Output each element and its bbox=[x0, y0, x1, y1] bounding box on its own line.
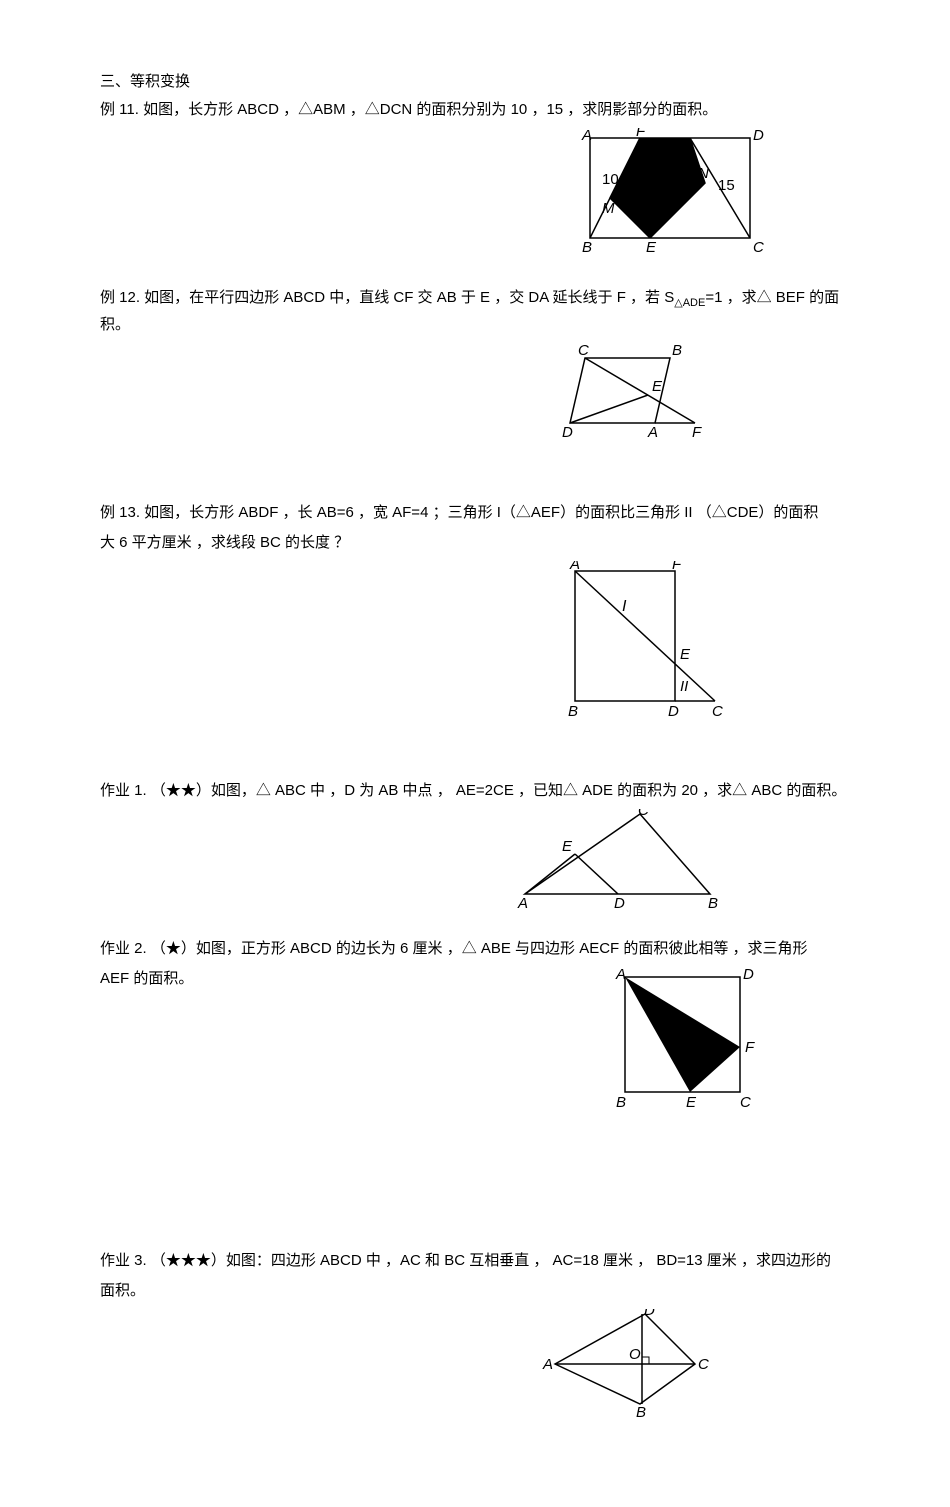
label-B: B bbox=[708, 895, 718, 909]
section-title: 三、等积变换 bbox=[100, 70, 850, 94]
label-F: F bbox=[692, 424, 702, 441]
label-C: C bbox=[740, 1094, 751, 1111]
label-A: A bbox=[647, 424, 658, 441]
label-D: D bbox=[644, 1309, 655, 1319]
label-15: 15 bbox=[718, 177, 735, 194]
figure-12-wrap: C B E D A F bbox=[100, 343, 850, 451]
label-B: B bbox=[616, 1094, 626, 1111]
homework-1-text: 作业 1. （★★）如图，△ ABC 中 ，D 为 AB 中点 ， AE=2CE… bbox=[100, 779, 850, 803]
spacer bbox=[100, 749, 850, 779]
figure-11: A F D 10 15 M N B E C bbox=[570, 128, 770, 258]
label-B: B bbox=[582, 239, 592, 256]
figure-hw1: C E A D B bbox=[510, 809, 730, 909]
label-D: D bbox=[668, 703, 679, 720]
p12-prefix: 例 12. 如图，在平行四边形 ABCD 中，直线 CF 交 AB 于 E ，交… bbox=[100, 289, 674, 306]
label-O: O bbox=[629, 1346, 641, 1363]
homework-3-line1: 作业 3. （★★★）如图：四边形 ABCD 中 ，AC 和 BC 互相垂直 ，… bbox=[100, 1249, 850, 1273]
label-B: B bbox=[636, 1404, 646, 1419]
label-E: E bbox=[686, 1094, 697, 1111]
homework-3: 作业 3. （★★★）如图：四边形 ABCD 中 ，AC 和 BC 互相垂直 ，… bbox=[100, 1249, 850, 1427]
figure-hw2-wrap: A D F B E C bbox=[610, 967, 850, 1125]
label-C: C bbox=[638, 809, 649, 819]
homework-1: 作业 1. （★★）如图，△ ABC 中 ，D 为 AB 中点 ， AE=2CE… bbox=[100, 779, 850, 917]
problem-12: 例 12. 如图，在平行四边形 ABCD 中，直线 CF 交 AB 于 E ，交… bbox=[100, 286, 850, 451]
problem-11-text: 例 11. 如图，长方形 ABCD ，△ABM ，△DCN 的面积分别为 10 … bbox=[100, 98, 850, 122]
label-A: A bbox=[517, 895, 528, 909]
homework-2-line2: AEF 的面积。 bbox=[100, 967, 610, 991]
label-A: A bbox=[569, 561, 580, 573]
figure-hw2: A D F B E C bbox=[610, 967, 760, 1117]
label-C: C bbox=[578, 343, 589, 359]
label-I: I bbox=[622, 598, 627, 615]
figure-13: A F I E II B D C bbox=[560, 561, 730, 721]
label-F: F bbox=[672, 561, 682, 573]
figure-13-wrap: A F I E II B D C bbox=[100, 561, 850, 729]
label-C: C bbox=[753, 239, 764, 256]
label-D: D bbox=[753, 128, 764, 144]
label-A: A bbox=[615, 967, 626, 983]
homework-2-line1: 作业 2. （★）如图，正方形 ABCD 的边长为 6 厘米 ，△ ABE 与四… bbox=[100, 937, 850, 961]
label-N: N bbox=[698, 165, 709, 182]
spacer bbox=[100, 471, 850, 501]
document-page: 三、等积变换 例 11. 如图，长方形 ABCD ，△ABM ，△DCN 的面积… bbox=[0, 0, 950, 1507]
label-B: B bbox=[568, 703, 578, 720]
label-F: F bbox=[745, 1039, 755, 1056]
figure-11-wrap: A F D 10 15 M N B E C bbox=[100, 128, 850, 266]
label-D: D bbox=[614, 895, 625, 909]
homework-2: 作业 2. （★）如图，正方形 ABCD 的边长为 6 厘米 ，△ ABE 与四… bbox=[100, 937, 850, 1125]
label-F: F bbox=[636, 128, 646, 140]
label-E: E bbox=[646, 239, 657, 256]
label-II: II bbox=[680, 678, 688, 695]
label-C: C bbox=[712, 703, 723, 720]
p12-sub: △ADE bbox=[674, 297, 705, 309]
label-A: A bbox=[581, 128, 592, 144]
figure-hw1-wrap: C E A D B bbox=[100, 809, 850, 917]
label-E: E bbox=[562, 838, 573, 855]
problem-13-line1: 例 13. 如图，长方形 ABDF ，长 AB=6 ，宽 AF=4 ；三角形 I… bbox=[100, 501, 850, 525]
label-D: D bbox=[743, 967, 754, 983]
problem-13: 例 13. 如图，长方形 ABDF ，长 AB=6 ，宽 AF=4 ；三角形 I… bbox=[100, 501, 850, 729]
label-E: E bbox=[652, 378, 663, 395]
label-B: B bbox=[672, 343, 682, 359]
label-A: A bbox=[542, 1356, 553, 1373]
problem-12-text: 例 12. 如图，在平行四边形 ABCD 中，直线 CF 交 AB 于 E ，交… bbox=[100, 286, 850, 337]
label-D: D bbox=[562, 424, 573, 441]
spacer bbox=[100, 1139, 850, 1249]
label-M: M bbox=[602, 200, 615, 217]
label-E: E bbox=[680, 646, 691, 663]
figure-12: C B E D A F bbox=[560, 343, 710, 443]
figure-hw3-wrap: D O A C B bbox=[100, 1309, 850, 1427]
problem-11: 例 11. 如图，长方形 ABCD ，△ABM ，△DCN 的面积分别为 10 … bbox=[100, 98, 850, 266]
homework-3-line2: 面积。 bbox=[100, 1279, 850, 1303]
figure-hw3: D O A C B bbox=[540, 1309, 710, 1419]
problem-13-line2: 大 6 平方厘米 ，求线段 BC 的长度 ？ bbox=[100, 531, 850, 555]
label-10: 10 bbox=[602, 171, 619, 188]
label-C: C bbox=[698, 1356, 709, 1373]
